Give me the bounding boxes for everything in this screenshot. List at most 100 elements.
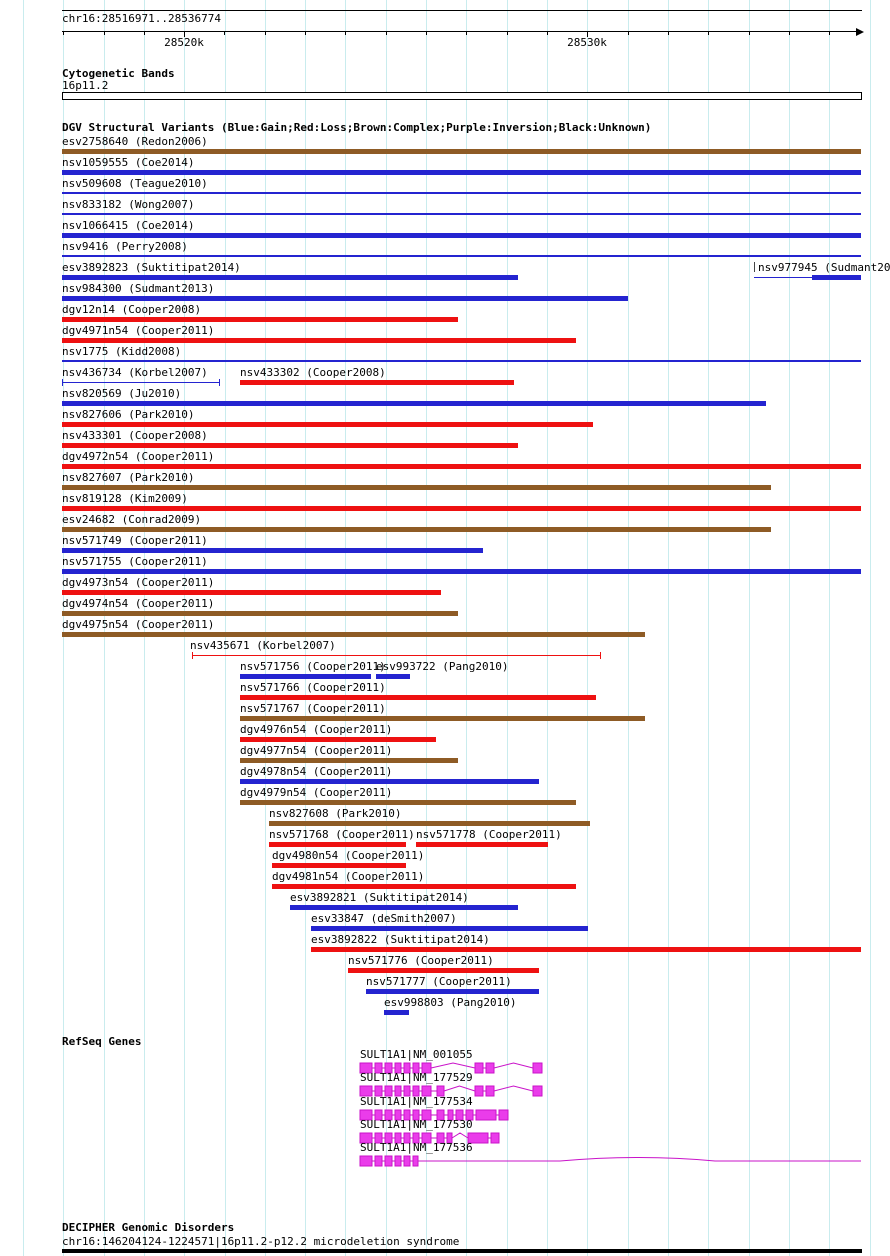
variant-label[interactable]: nsv435671 (Korbel2007)	[190, 639, 336, 652]
variant-bar[interactable]	[62, 590, 441, 595]
variant-bar[interactable]	[62, 275, 518, 280]
variant-label[interactable]: esv3892823 (Suktitipat2014)	[62, 261, 241, 274]
variant-bar[interactable]	[272, 863, 406, 868]
variant-label[interactable]: nsv571749 (Cooper2011)	[62, 534, 208, 547]
variant-bar[interactable]	[272, 884, 576, 889]
gene-exon[interactable]	[359, 1085, 373, 1097]
gene-label[interactable]: SULT1A1|NM_177534	[360, 1095, 473, 1108]
variant-label[interactable]: nsv977945 (Sudmant2013	[758, 261, 890, 274]
gene-exon[interactable]	[485, 1085, 495, 1097]
variant-bar[interactable]	[240, 758, 458, 763]
variant-line[interactable]	[62, 360, 861, 362]
variant-label[interactable]: dgv4971n54 (Cooper2011)	[62, 324, 215, 337]
gene-exon[interactable]	[384, 1109, 393, 1121]
gene-structure[interactable]	[0, 1130, 890, 1146]
variant-bar[interactable]	[62, 632, 645, 637]
variant-label[interactable]: nsv820569 (Ju2010)	[62, 387, 182, 400]
variant-bar[interactable]	[348, 968, 539, 973]
gene-exon[interactable]	[394, 1109, 402, 1121]
gene-exon[interactable]	[412, 1155, 419, 1167]
variant-label[interactable]: dgv4975n54 (Cooper2011)	[62, 618, 215, 631]
variant-bar[interactable]	[62, 569, 861, 574]
variant-label[interactable]: nsv819128 (Kim2009)	[62, 492, 188, 505]
variant-label[interactable]: esv998803 (Pang2010)	[384, 996, 517, 1009]
gene-exon[interactable]	[532, 1085, 543, 1097]
gene-exon[interactable]	[446, 1132, 453, 1144]
gene-exon[interactable]	[384, 1155, 393, 1167]
variant-label[interactable]: dgv4976n54 (Cooper2011)	[240, 723, 393, 736]
variant-label[interactable]: esv3892821 (Suktitipat2014)	[290, 891, 469, 904]
variant-bar[interactable]	[290, 905, 518, 910]
variant-bar[interactable]	[311, 926, 588, 931]
gene-exon[interactable]	[436, 1132, 445, 1144]
gene-exon[interactable]	[374, 1062, 383, 1074]
gene-exon[interactable]	[374, 1132, 383, 1144]
gene-exon[interactable]	[384, 1085, 393, 1097]
variant-label[interactable]: nsv9416 (Perry2008)	[62, 240, 188, 253]
gene-exon[interactable]	[403, 1085, 411, 1097]
gene-exon[interactable]	[421, 1109, 432, 1121]
variant-line[interactable]	[62, 255, 861, 257]
variant-line[interactable]	[62, 213, 861, 215]
variant-label[interactable]: nsv509608 (Teague2010)	[62, 177, 208, 190]
gene-exon[interactable]	[498, 1109, 509, 1121]
variant-bar[interactable]	[62, 401, 766, 406]
variant-bar[interactable]	[62, 296, 628, 301]
variant-label[interactable]: nsv571768 (Cooper2011)	[269, 828, 415, 841]
variant-bar[interactable]	[62, 548, 483, 553]
variant-label[interactable]: nsv433301 (Cooper2008)	[62, 429, 208, 442]
variant-label[interactable]: dgv4980n54 (Cooper2011)	[272, 849, 425, 862]
variant-label[interactable]: dgv4972n54 (Cooper2011)	[62, 450, 215, 463]
gene-exon[interactable]	[455, 1109, 464, 1121]
gene-exon[interactable]	[421, 1085, 432, 1097]
gene-exon[interactable]	[384, 1062, 393, 1074]
variant-bar[interactable]	[62, 611, 458, 616]
variant-label[interactable]: nsv827608 (Park2010)	[269, 807, 402, 820]
gene-exon[interactable]	[374, 1155, 383, 1167]
variant-bar[interactable]	[240, 380, 514, 385]
gene-label[interactable]: SULT1A1|NM_177529	[360, 1071, 473, 1084]
variant-bar[interactable]	[62, 233, 861, 238]
variant-label[interactable]: esv2758640 (Redon2006)	[62, 135, 208, 148]
variant-span-line[interactable]	[192, 655, 600, 656]
gene-exon[interactable]	[403, 1109, 411, 1121]
gene-exon[interactable]	[374, 1109, 383, 1121]
gene-exon[interactable]	[359, 1132, 373, 1144]
gene-exon[interactable]	[359, 1062, 373, 1074]
gene-exon[interactable]	[403, 1155, 411, 1167]
gene-exon[interactable]	[412, 1085, 420, 1097]
decipher-region-bar[interactable]	[62, 1249, 862, 1253]
variant-span-line[interactable]	[62, 382, 219, 383]
variant-bar[interactable]	[62, 317, 458, 322]
gene-exon[interactable]	[474, 1085, 484, 1097]
gene-exon[interactable]	[412, 1132, 420, 1144]
gene-exon[interactable]	[394, 1132, 402, 1144]
variant-bar[interactable]	[269, 821, 590, 826]
variant-label[interactable]: nsv571767 (Cooper2011)	[240, 702, 386, 715]
variant-label[interactable]: nsv833182 (Wong2007)	[62, 198, 195, 211]
variant-label[interactable]: nsv433302 (Cooper2008)	[240, 366, 386, 379]
gene-exon[interactable]	[436, 1085, 445, 1097]
variant-bar[interactable]	[366, 989, 539, 994]
gene-label[interactable]: SULT1A1|NM_177530	[360, 1118, 473, 1131]
gene-exon[interactable]	[394, 1062, 402, 1074]
gene-structure[interactable]	[0, 1153, 890, 1169]
variant-bar[interactable]	[240, 674, 371, 679]
variant-label[interactable]: nsv827607 (Park2010)	[62, 471, 195, 484]
variant-label[interactable]: nsv571776 (Cooper2011)	[348, 954, 494, 967]
variant-label[interactable]: dgv4973n54 (Cooper2011)	[62, 576, 215, 589]
variant-bar[interactable]	[62, 170, 861, 175]
gene-label[interactable]: SULT1A1|NM_001055	[360, 1048, 473, 1061]
gene-exon[interactable]	[490, 1132, 500, 1144]
variant-label[interactable]: esv3892822 (Suktitipat2014)	[311, 933, 490, 946]
gene-structure[interactable]	[0, 1083, 890, 1099]
gene-structure[interactable]	[0, 1107, 890, 1123]
gene-exon[interactable]	[394, 1085, 402, 1097]
gene-exon[interactable]	[447, 1109, 454, 1121]
gene-exon[interactable]	[421, 1132, 432, 1144]
gene-exon[interactable]	[412, 1062, 420, 1074]
variant-label[interactable]: dgv12n14 (Cooper2008)	[62, 303, 202, 316]
gene-exon[interactable]	[436, 1109, 445, 1121]
variant-label[interactable]: esv993722 (Pang2010)	[376, 660, 509, 673]
gene-exon[interactable]	[532, 1062, 543, 1074]
